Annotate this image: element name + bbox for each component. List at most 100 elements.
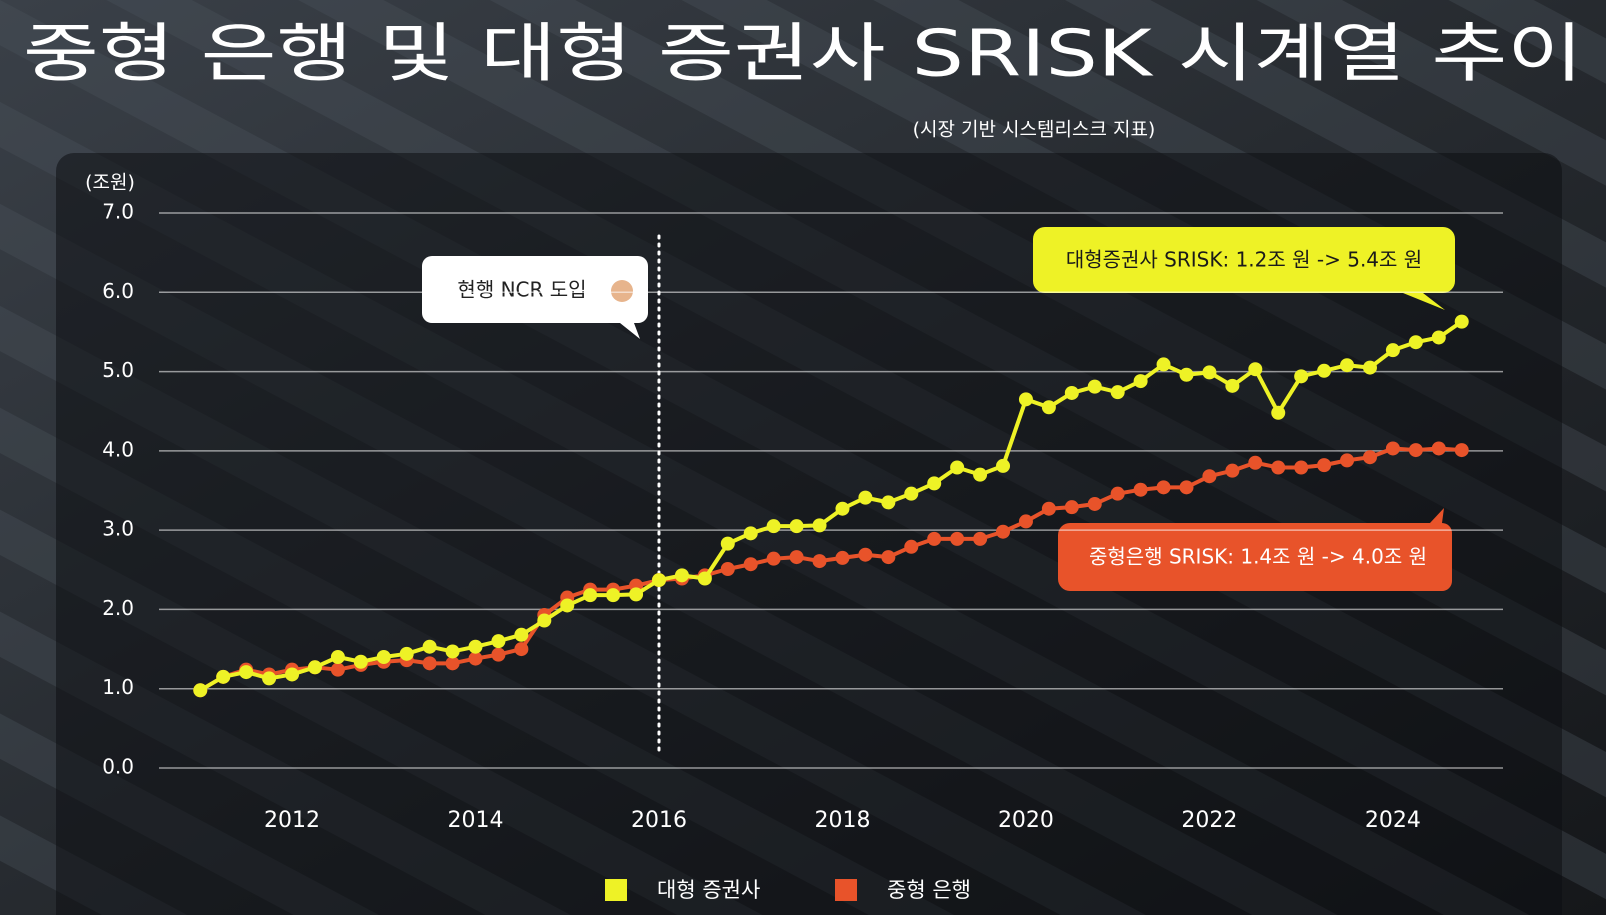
data-point: [720, 561, 735, 576]
data-point: [1110, 486, 1125, 501]
data-point: [881, 550, 896, 565]
data-point: [1385, 441, 1400, 456]
data-point: [1294, 369, 1309, 384]
data-point: [1248, 362, 1263, 377]
data-point: [491, 634, 506, 649]
data-point: [858, 547, 873, 562]
data-point: [1179, 480, 1194, 495]
data-point: [927, 531, 942, 546]
data-point: [812, 518, 827, 533]
data-point: [835, 501, 850, 516]
chart-subtitle: (시장 기반 시스템리스크 지표): [913, 119, 1156, 141]
data-point: [560, 598, 575, 613]
x-tick-label: 2020: [998, 808, 1054, 833]
callout-text: 현행 NCR 도입: [457, 278, 586, 302]
x-tick-label: 2014: [448, 808, 504, 833]
y-tick-label: 1.0: [102, 675, 134, 699]
data-point: [789, 519, 804, 534]
data-point: [1018, 514, 1033, 529]
panel: [56, 153, 1562, 915]
x-tick-label: 2022: [1181, 808, 1237, 833]
data-point: [629, 587, 644, 602]
data-point: [835, 550, 850, 565]
plot-area: 0.0 1.0 2.0 3.0 4.0 5.0 6.0 7.0 2012 2014 2016 2018…: [102, 200, 1503, 833]
data-point: [537, 613, 552, 628]
data-point: [973, 531, 988, 546]
data-point: [330, 650, 345, 664]
data-point: [697, 571, 712, 586]
data-point: [330, 662, 345, 677]
data-point: [1454, 314, 1469, 329]
data-point: [1362, 450, 1377, 465]
data-point: [583, 588, 598, 603]
data-point: [1133, 374, 1148, 389]
data-point: [996, 458, 1011, 473]
x-tick-label: 2024: [1365, 808, 1421, 833]
data-point: [766, 551, 781, 566]
data-point: [468, 651, 483, 666]
legend-label: 중형 은행: [887, 878, 971, 902]
data-point: [1087, 379, 1102, 394]
x-tick-label: 2018: [814, 808, 870, 833]
data-point: [1431, 441, 1446, 456]
data-point: [239, 665, 254, 680]
data-point: [1087, 496, 1102, 511]
legend-swatch: [605, 879, 627, 901]
data-point: [766, 519, 781, 534]
data-point: [1248, 455, 1263, 470]
legend: 대형 증권사 중형 은행: [605, 878, 971, 902]
data-point: [904, 539, 919, 554]
data-point: [1385, 343, 1400, 358]
data-point: [445, 644, 460, 659]
data-point: [262, 671, 277, 686]
callout-bubble: [422, 256, 648, 339]
data-point: [514, 627, 529, 642]
data-point: [743, 557, 758, 572]
callout-text: 중형은행 SRISK: 1.4조 원 -> 4.0조 원: [1089, 545, 1427, 569]
y-tick-label: 4.0: [102, 437, 134, 461]
data-point: [1317, 363, 1332, 378]
data-point: [1271, 405, 1286, 420]
data-point: [789, 550, 804, 565]
data-point: [1408, 443, 1423, 458]
data-point: [307, 660, 322, 675]
data-point: [1294, 460, 1309, 475]
data-point: [1041, 400, 1056, 415]
y-tick-label: 5.0: [102, 358, 134, 382]
data-point: [1431, 330, 1446, 345]
data-point: [193, 683, 208, 698]
data-point: [1041, 501, 1056, 516]
data-point: [1454, 443, 1469, 458]
data-point: [1225, 463, 1240, 478]
data-point: [720, 536, 735, 551]
x-tick-label: 2012: [264, 808, 320, 833]
data-point: [950, 531, 965, 546]
data-point: [216, 669, 231, 684]
data-point: [353, 654, 368, 669]
data-point: [1110, 385, 1125, 400]
data-point: [1156, 480, 1171, 495]
legend-label: 대형 증권사: [657, 878, 760, 902]
data-point: [996, 524, 1011, 539]
data-point: [1202, 365, 1217, 380]
data-point: [1064, 500, 1079, 515]
data-point: [1362, 360, 1377, 375]
data-point: [674, 568, 689, 583]
data-point: [422, 639, 437, 654]
data-point: [743, 526, 758, 541]
y-tick-label: 0.0: [102, 755, 134, 779]
data-point: [927, 476, 942, 491]
data-point: [1225, 378, 1240, 393]
legend-swatch: [835, 879, 857, 901]
data-point: [651, 573, 666, 588]
data-point: [1133, 482, 1148, 497]
data-point: [858, 490, 873, 505]
y-tick-label: 2.0: [102, 596, 134, 620]
data-point: [973, 467, 988, 482]
data-point: [606, 588, 621, 603]
data-point: [514, 642, 529, 657]
callout-icon: [611, 280, 633, 302]
y-tick-label: 6.0: [102, 279, 134, 303]
y-tick-label: 7.0: [102, 200, 134, 224]
